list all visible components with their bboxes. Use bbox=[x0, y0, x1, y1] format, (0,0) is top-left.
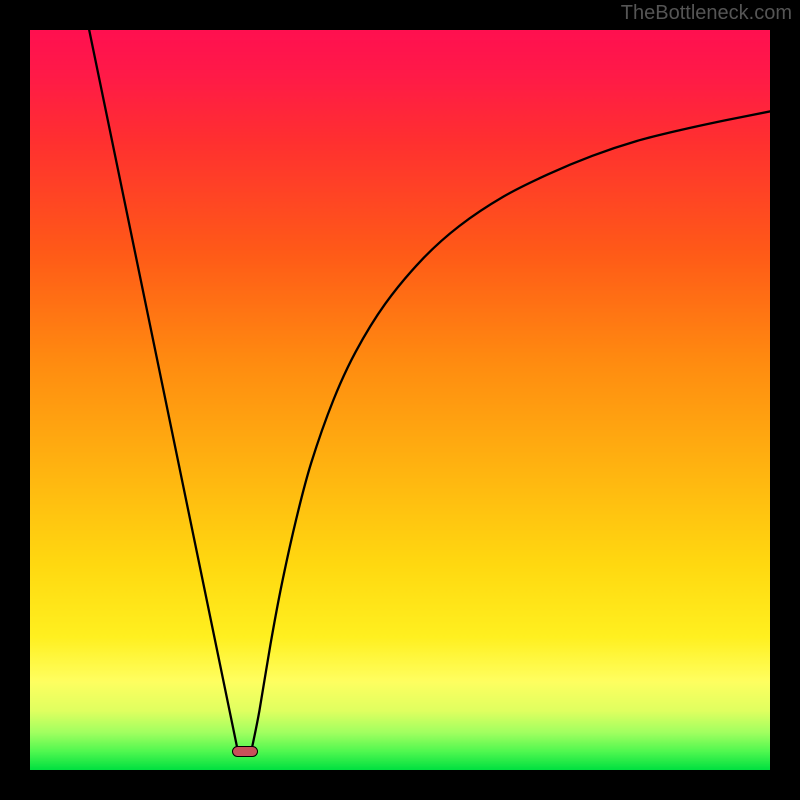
watermark-text: TheBottleneck.com bbox=[621, 2, 792, 25]
plot-area bbox=[30, 30, 770, 770]
background-gradient bbox=[30, 30, 770, 770]
chart-container: TheBottleneck.com bbox=[0, 0, 800, 800]
